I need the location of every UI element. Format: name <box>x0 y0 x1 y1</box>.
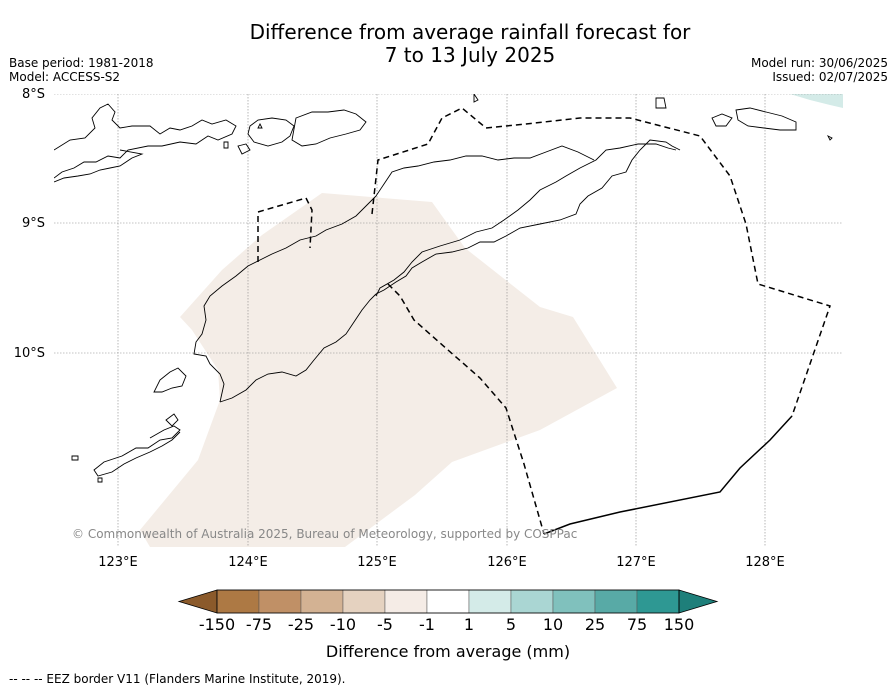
gridlines <box>54 94 843 547</box>
map-area: © Commonwealth of Australia 2025, Bureau… <box>54 94 843 547</box>
rainfall-anomaly-region <box>140 193 617 547</box>
colorbar-outline <box>216 589 680 614</box>
colorbar-segment <box>300 589 344 614</box>
model-run-label: Model run: 30/06/2025 <box>750 56 888 70</box>
colorbar-tick-label: 10 <box>543 615 563 634</box>
lat-label-8s: 8°S <box>22 87 45 102</box>
lat-label-10s: 10°S <box>14 346 45 361</box>
colorbar-tick-label: -25 <box>288 615 314 634</box>
lon-label-123e: 123°E <box>98 555 138 570</box>
colorbar-segment <box>510 589 554 614</box>
issued-label: Issued: 02/07/2025 <box>772 70 888 84</box>
colorbar-segment <box>426 589 470 614</box>
colorbar-tick-label: 75 <box>627 615 647 634</box>
colorbar-segment <box>636 589 680 614</box>
coastlines <box>54 94 833 483</box>
eez-note: -- -- -- EEZ border V11 (Flanders Marine… <box>9 672 346 686</box>
colorbar-tick-label: -5 <box>377 615 393 634</box>
lon-label-128e: 128°E <box>745 555 785 570</box>
colorbar-arrow-high <box>678 589 719 614</box>
colorbar-tick-label: 1 <box>464 615 474 634</box>
colorbar-segment <box>468 589 512 614</box>
lon-label-127e: 127°E <box>616 555 656 570</box>
colorbar-segment <box>258 589 302 614</box>
copyright-note: © Commonwealth of Australia 2025, Bureau… <box>72 527 577 541</box>
colorbar-segment <box>342 589 386 614</box>
lat-label-9s: 9°S <box>22 216 45 231</box>
lon-label-125e: 125°E <box>357 555 397 570</box>
colorbar-tick-label: -1 <box>419 615 435 634</box>
map-title-line1: Difference from average rainfall forecas… <box>249 20 691 44</box>
colorbar-tick-label: -10 <box>330 615 356 634</box>
eez-solid-section <box>543 415 793 535</box>
colorbar-tick-label: 5 <box>506 615 516 634</box>
colorbar-segment <box>384 589 428 614</box>
colorbar-tick-label: -150 <box>199 615 235 634</box>
colorbar-segment <box>552 589 596 614</box>
base-period-label: Base period: 1981-2018 <box>9 56 154 70</box>
lon-label-124e: 124°E <box>228 555 268 570</box>
positive-anomaly-patch <box>790 94 843 108</box>
colorbar-tick-label: -75 <box>246 615 272 634</box>
colorbar-ticks: -150 -75 -25 -10 -5 -1 1 5 10 25 75 150 <box>199 615 694 634</box>
colorbar-tick-label: 25 <box>585 615 605 634</box>
eez-border <box>257 107 831 535</box>
map-title-line2: 7 to 13 July 2025 <box>384 43 556 67</box>
colorbar <box>177 589 719 614</box>
colorbar-tick-label: 150 <box>664 615 695 634</box>
colorbar-segment <box>594 589 638 614</box>
colorbar-arrow-low <box>177 589 218 614</box>
colorbar-title: Difference from average (mm) <box>326 642 570 661</box>
lon-label-126e: 126°E <box>487 555 527 570</box>
colorbar-segment <box>216 589 260 614</box>
model-label: Model: ACCESS-S2 <box>9 70 121 84</box>
